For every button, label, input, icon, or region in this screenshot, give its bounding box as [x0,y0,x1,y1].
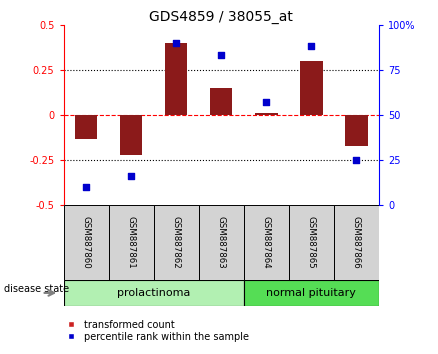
Text: GSM887863: GSM887863 [217,216,226,269]
Bar [165,43,187,115]
Point [263,99,270,105]
Text: GSM887860: GSM887860 [81,216,91,269]
Point [173,40,180,46]
Bar [244,205,289,280]
Bar [64,280,244,306]
Text: normal pituitary: normal pituitary [266,288,356,298]
Bar [300,61,322,115]
Legend: transformed count, percentile rank within the sample: transformed count, percentile rank withi… [57,316,253,346]
Bar [334,205,379,280]
Title: GDS4859 / 38055_at: GDS4859 / 38055_at [149,10,293,24]
Bar [64,205,109,280]
Bar [345,115,367,146]
Text: GSM887862: GSM887862 [172,216,180,269]
Text: GSM887865: GSM887865 [307,216,316,269]
Text: GSM887861: GSM887861 [127,216,136,269]
Bar [255,113,278,115]
Text: prolactinoma: prolactinoma [117,288,190,298]
Bar [244,280,379,306]
Point [127,173,134,179]
Bar [120,115,142,155]
Bar [154,205,199,280]
Bar [75,115,97,138]
Bar [109,205,154,280]
Point [308,44,315,49]
Point [353,157,360,163]
Bar [199,205,244,280]
Text: disease state: disease state [4,284,70,295]
Point [82,184,89,190]
Point [218,53,225,58]
Bar [289,205,334,280]
Bar [210,88,233,115]
Text: GSM887864: GSM887864 [262,216,271,269]
Text: GSM887866: GSM887866 [352,216,361,269]
